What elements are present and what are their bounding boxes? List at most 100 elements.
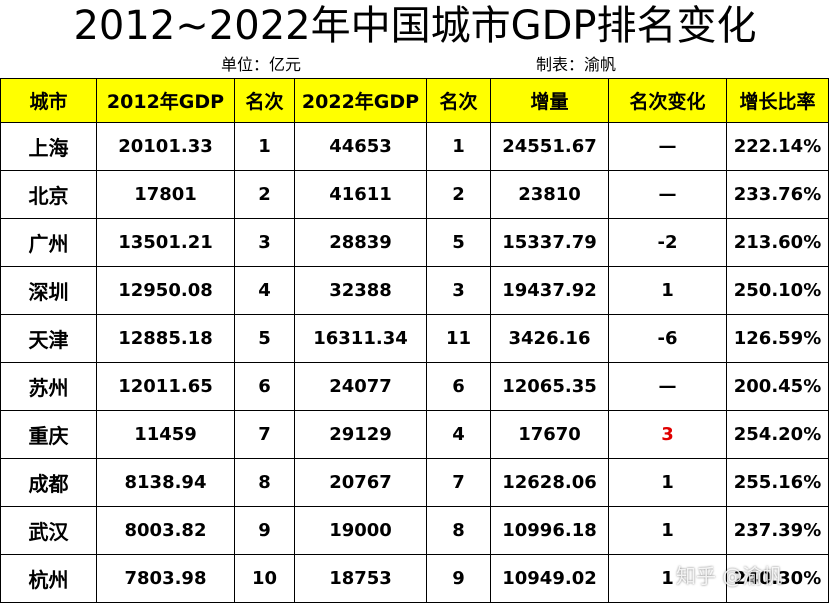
cell-rank-2022: 6 [426, 362, 491, 411]
cell-city: 天津 [0, 314, 97, 363]
table-row: 天津 12885.18 5 16311.34 11 3426.16 -6 126.59% [0, 314, 829, 363]
cell-city: 成都 [0, 458, 97, 507]
cell-growth-rate: 250.10% [726, 266, 829, 315]
table-row: 武汉 8003.82 9 19000 8 10996.18 1 237.39% [0, 506, 829, 555]
cell-city: 北京 [0, 170, 97, 219]
maker-label: 制表：渝帆 [535, 55, 616, 74]
cell-growth-rate: 233.76% [726, 170, 829, 219]
cell-gdp-2022: 18753 [294, 554, 427, 603]
cell-growth-rate: 126.59% [726, 314, 829, 363]
cell-increase: 19437.92 [490, 266, 609, 315]
cell-growth-rate: 222.14% [726, 122, 829, 171]
cell-rank-2022: 5 [426, 218, 491, 267]
cell-gdp-2012: 11459 [96, 410, 235, 459]
cell-rank-2012: 5 [234, 314, 295, 363]
cell-rank-change: 1 [608, 266, 727, 315]
header-gdp-2022: 2022年GDP [294, 78, 427, 123]
cell-growth-rate: 240.30% [726, 554, 829, 603]
cell-gdp-2012: 17801 [96, 170, 235, 219]
cell-increase: 10949.02 [490, 554, 609, 603]
cell-increase: 23810 [490, 170, 609, 219]
table-row: 重庆 11459 7 29129 4 17670 3 254.20% [0, 410, 829, 459]
header-increase: 增量 [490, 78, 609, 123]
cell-city: 重庆 [0, 410, 97, 459]
cell-gdp-2012: 12950.08 [96, 266, 235, 315]
cell-gdp-2012: 7803.98 [96, 554, 235, 603]
cell-gdp-2012: 8003.82 [96, 506, 235, 555]
cell-rank-2022: 11 [426, 314, 491, 363]
cell-city: 武汉 [0, 506, 97, 555]
cell-growth-rate: 213.60% [726, 218, 829, 267]
zhihu-watermark: 知乎 @渝帆 [676, 564, 783, 588]
table-row: 北京 17801 2 41611 2 23810—233.76% [0, 170, 829, 219]
cell-rank-2022: 8 [426, 506, 491, 555]
cell-increase: 12628.06 [490, 458, 609, 507]
cell-rank-2012: 10 [234, 554, 295, 603]
cell-rank-2022: 7 [426, 458, 491, 507]
cell-rank-2022: 4 [426, 410, 491, 459]
header-rank-2012: 名次 [234, 78, 295, 123]
cell-gdp-2022: 16311.34 [294, 314, 427, 363]
cell-city: 杭州 [0, 554, 97, 603]
header-rank-change: 名次变化 [608, 78, 727, 123]
gdp-ranking-table: 城市 2012年GDP 名次 2022年GDP 名次 增量 名次变化 增长比率 … [0, 78, 829, 603]
cell-increase: 10996.18 [490, 506, 609, 555]
cell-growth-rate: 237.39% [726, 506, 829, 555]
cell-rank-change: -6 [608, 314, 727, 363]
cell-growth-rate: 255.16% [726, 458, 829, 507]
cell-gdp-2022: 29129 [294, 410, 427, 459]
cell-rank-2022: 1 [426, 122, 491, 171]
cell-gdp-2022: 41611 [294, 170, 427, 219]
cell-city: 上海 [0, 122, 97, 171]
cell-gdp-2022: 20767 [294, 458, 427, 507]
cell-increase: 15337.79 [490, 218, 609, 267]
table-row: 深圳 12950.08 4 32388 3 19437.92 1 250.10% [0, 266, 829, 315]
header-rank-2022: 名次 [426, 78, 491, 123]
cell-gdp-2022: 28839 [294, 218, 427, 267]
header-gdp-2012: 2012年GDP [96, 78, 235, 123]
cell-rank-change: — [608, 122, 727, 171]
cell-rank-2012: 4 [234, 266, 295, 315]
table-header-row: 城市 2012年GDP 名次 2022年GDP 名次 增量 名次变化 增长比率 [0, 78, 829, 123]
cell-rank-2012: 7 [234, 410, 295, 459]
table-row: 苏州 12011.65 6 24077 6 12065.35—200.45% [0, 362, 829, 411]
cell-gdp-2012: 12885.18 [96, 314, 235, 363]
cell-rank-change: -2 [608, 218, 727, 267]
cell-gdp-2012: 13501.21 [96, 218, 235, 267]
cell-gdp-2022: 44653 [294, 122, 427, 171]
cell-increase: 3426.16 [490, 314, 609, 363]
cell-rank-2022: 3 [426, 266, 491, 315]
cell-increase: 17670 [490, 410, 609, 459]
cell-growth-rate: 200.45% [726, 362, 829, 411]
cell-gdp-2012: 12011.65 [96, 362, 235, 411]
cell-rank-2012: 2 [234, 170, 295, 219]
page-title: 2012~2022年中国城市GDP排名变化 [73, 3, 757, 49]
cell-rank-2022: 9 [426, 554, 491, 603]
cell-gdp-2022: 19000 [294, 506, 427, 555]
header-growth-rate: 增长比率 [726, 78, 829, 123]
table-row: 上海 20101.33 1 44653 1 24551.67—222.14% [0, 122, 829, 171]
cell-increase: 24551.67 [490, 122, 609, 171]
cell-rank-change: 3 [608, 410, 727, 459]
cell-rank-2012: 3 [234, 218, 295, 267]
header-city: 城市 [0, 78, 97, 123]
cell-increase: 12065.35 [490, 362, 609, 411]
cell-gdp-2012: 8138.94 [96, 458, 235, 507]
table-row: 成都 8138.94 8 20767 7 12628.06 1 255.16% [0, 458, 829, 507]
cell-rank-2012: 1 [234, 122, 295, 171]
cell-rank-2022: 2 [426, 170, 491, 219]
cell-rank-2012: 8 [234, 458, 295, 507]
cell-rank-change: — [608, 170, 727, 219]
cell-rank-change: 1 [608, 458, 727, 507]
cell-rank-2012: 9 [234, 506, 295, 555]
cell-city: 深圳 [0, 266, 97, 315]
cell-rank-change: 1 [608, 506, 727, 555]
cell-rank-2012: 6 [234, 362, 295, 411]
cell-city: 苏州 [0, 362, 97, 411]
cell-gdp-2022: 24077 [294, 362, 427, 411]
table-row: 杭州 7803.98 10 18753 9 10949.02 1 240.30% [0, 554, 829, 603]
cell-city: 广州 [0, 218, 97, 267]
cell-growth-rate: 254.20% [726, 410, 829, 459]
cell-rank-change: — [608, 362, 727, 411]
unit-label: 单位：亿元 [220, 55, 301, 74]
